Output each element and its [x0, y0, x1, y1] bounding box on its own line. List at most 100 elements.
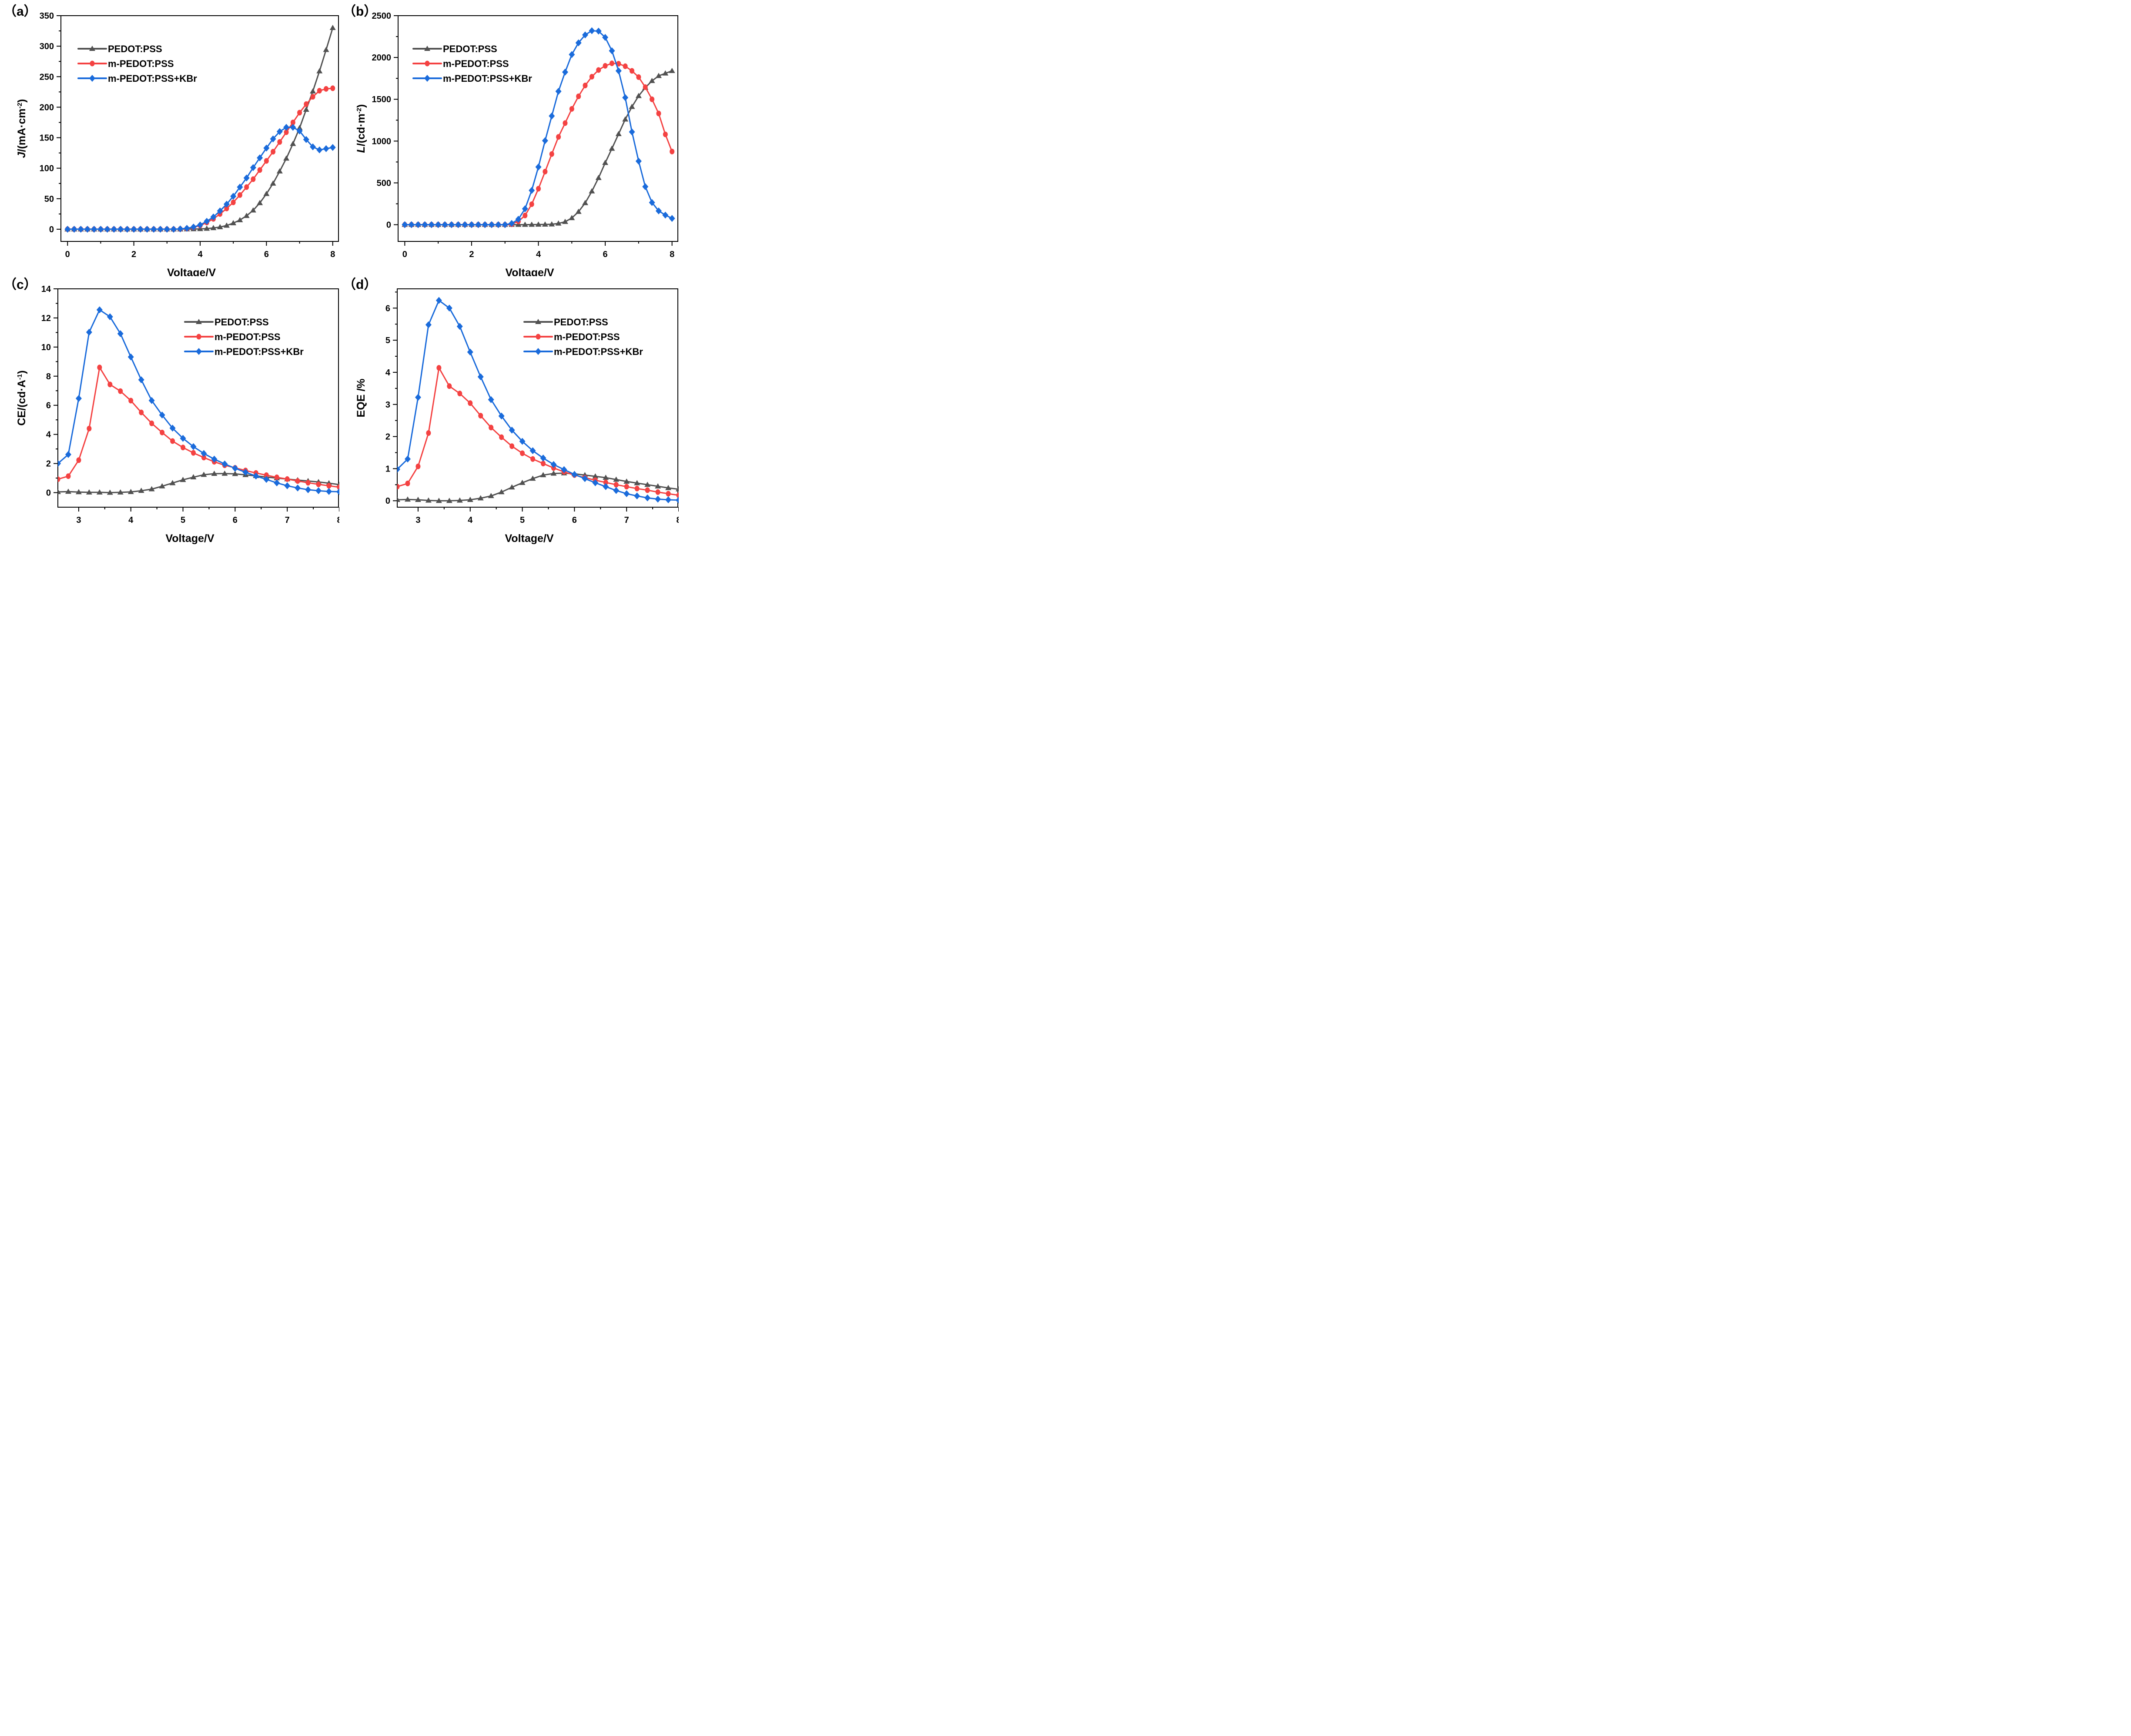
data-point-m-pedot-pss-kbr [329, 144, 336, 151]
data-point-m-pedot-pss-kbr [217, 207, 223, 214]
legend-marker [425, 60, 430, 67]
legend: PEDOT:PSS m-PEDOT:PSS m-PEDOT:PSS+KBr [184, 317, 304, 357]
y-tick-label: 1 [385, 464, 390, 474]
data-point-m-pedot-pss-kbr [305, 486, 312, 493]
plot-frame [57, 288, 339, 508]
data-point-pedot-pss [180, 477, 186, 482]
legend-marker [196, 334, 201, 340]
data-point-pedot-pss [522, 221, 528, 227]
data-point-m-pedot-pss [616, 61, 621, 67]
series-m-pedot-pss-kbr [64, 124, 336, 233]
x-tick-label: 4 [128, 515, 134, 525]
data-point-m-pedot-pss [478, 413, 483, 419]
data-point-m-pedot-pss [201, 455, 206, 461]
data-point-m-pedot-pss-kbr [529, 447, 536, 455]
x-axis-title: Voltage/V [167, 267, 216, 276]
data-point-m-pedot-pss [128, 398, 134, 404]
data-point-pedot-pss [204, 225, 210, 231]
data-point-m-pedot-pss [676, 492, 679, 498]
chart-svg: （c） 3 4 5 6 7 8 0 2 4 6 8 10 12 14 Voltage/V CE/(cd·A-1)… [3, 277, 339, 545]
data-point-m-pedot-pss-kbr [489, 221, 495, 228]
data-point-m-pedot-pss-kbr [495, 221, 502, 228]
series-m-pedot-pss-kbr [402, 27, 675, 228]
data-point-m-pedot-pss-kbr [184, 224, 190, 232]
y-tick-label: 2 [46, 459, 51, 469]
legend-label: m-PEDOT:PSS+KBr [554, 346, 643, 357]
data-point-pedot-pss [519, 479, 526, 485]
data-point-m-pedot-pss-kbr [602, 33, 609, 41]
data-point-m-pedot-pss [139, 409, 144, 415]
data-point-m-pedot-pss-kbr [104, 225, 111, 233]
data-point-m-pedot-pss-kbr [75, 395, 82, 402]
data-point-pedot-pss [75, 489, 82, 495]
data-point-m-pedot-pss-kbr [519, 438, 526, 445]
data-point-pedot-pss [589, 188, 595, 194]
data-point-pedot-pss [159, 483, 165, 488]
data-point-pedot-pss [456, 497, 463, 503]
legend-label: m-PEDOT:PSS+KBr [214, 346, 304, 357]
data-point-m-pedot-pss-kbr [303, 136, 309, 143]
data-point-pedot-pss [415, 497, 421, 502]
data-point-pedot-pss [221, 470, 228, 476]
data-point-m-pedot-pss-kbr [204, 217, 210, 225]
data-point-m-pedot-pss [118, 388, 123, 394]
data-point-m-pedot-pss [87, 425, 92, 431]
legend-item-m-pedot-pss: m-PEDOT:PSS [412, 58, 509, 69]
data-point-pedot-pss [210, 225, 217, 231]
data-point-m-pedot-pss-kbr [177, 225, 184, 233]
x-tick-label: 8 [670, 250, 674, 259]
data-point-m-pedot-pss [264, 472, 269, 478]
x-tick-label: 0 [65, 250, 70, 259]
x-axis-title: Voltage/V [165, 532, 214, 545]
data-point-m-pedot-pss-kbr [211, 455, 218, 463]
legend: PEDOT:PSS m-PEDOT:PSS m-PEDOT:PSS+KBr [412, 43, 532, 84]
data-point-m-pedot-pss-kbr [609, 47, 615, 54]
series-pedot-pss [402, 67, 675, 227]
x-tick-label: 6 [603, 250, 608, 259]
legend-item-pedot-pss: PEDOT:PSS [523, 317, 608, 328]
y-tick-label: 200 [40, 103, 54, 112]
data-point-pedot-pss [595, 174, 602, 180]
data-point-m-pedot-pss-kbr [509, 220, 515, 227]
data-point-m-pedot-pss-kbr [137, 225, 144, 233]
data-point-pedot-pss [296, 125, 303, 130]
data-point-pedot-pss [550, 470, 557, 476]
data-point-pedot-pss [169, 480, 176, 485]
data-point-m-pedot-pss-kbr [442, 221, 448, 228]
data-point-m-pedot-pss-kbr [582, 475, 588, 482]
series-m-pedot-pss [397, 365, 679, 498]
data-point-m-pedot-pss-kbr [397, 465, 400, 473]
series-line-m-pedot-pss-kbr [58, 309, 339, 492]
data-point-m-pedot-pss-kbr [498, 412, 505, 420]
data-point-m-pedot-pss [636, 74, 641, 80]
y-tick-label: 5 [385, 336, 390, 345]
x-tick-label: 0 [402, 250, 407, 259]
data-point-pedot-pss [425, 497, 432, 503]
legend-label: PEDOT:PSS [214, 317, 269, 328]
series-m-pedot-pss-kbr [58, 306, 339, 495]
data-point-m-pedot-pss-kbr [634, 492, 640, 500]
data-point-pedot-pss [211, 471, 218, 476]
data-point-m-pedot-pss-kbr [263, 476, 270, 483]
data-point-m-pedot-pss [540, 461, 546, 467]
data-point-m-pedot-pss-kbr [575, 39, 582, 47]
data-point-pedot-pss [263, 191, 270, 196]
data-point-m-pedot-pss-kbr [665, 496, 672, 504]
y-axis-title: CE/(cd·A-1) [16, 370, 28, 425]
data-point-m-pedot-pss-kbr [58, 460, 61, 467]
data-point-m-pedot-pss-kbr [550, 461, 557, 468]
data-point-m-pedot-pss-kbr [336, 488, 339, 495]
data-point-m-pedot-pss-kbr [595, 27, 602, 35]
data-point-m-pedot-pss-kbr [326, 488, 332, 495]
data-point-m-pedot-pss-kbr [253, 472, 259, 480]
data-point-m-pedot-pss-kbr [456, 323, 463, 330]
data-point-m-pedot-pss [149, 420, 154, 426]
data-point-pedot-pss [257, 200, 263, 205]
data-point-m-pedot-pss [530, 456, 536, 462]
data-point-pedot-pss [148, 486, 155, 492]
data-point-m-pedot-pss-kbr [676, 496, 679, 504]
y-tick-label: 8 [46, 372, 51, 381]
data-point-m-pedot-pss [97, 365, 102, 371]
data-point-pedot-pss [644, 482, 651, 487]
data-point-m-pedot-pss-kbr [270, 135, 276, 143]
